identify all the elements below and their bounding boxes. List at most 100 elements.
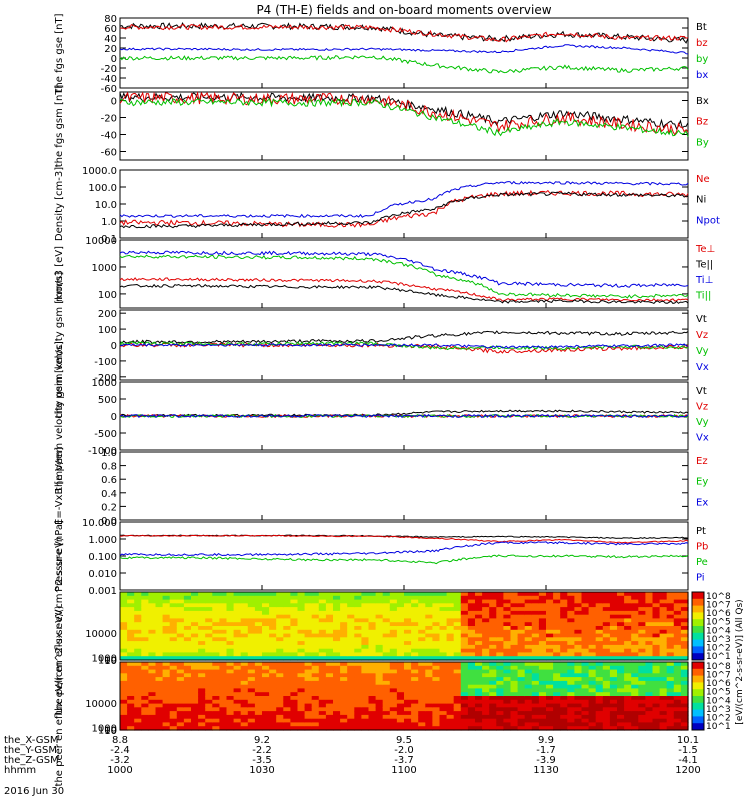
heatmap-cell <box>318 592 327 597</box>
heatmap-cell <box>325 644 334 650</box>
heatmap-cell <box>169 603 178 608</box>
heatmap-cell <box>418 684 426 690</box>
heatmap-cell <box>609 662 618 667</box>
legend-Vt: Vt <box>696 386 707 397</box>
heatmap-cell <box>602 633 611 638</box>
heatmap-cell <box>560 707 568 712</box>
heatmap-cell <box>510 610 519 616</box>
heatmap-cell <box>127 680 135 686</box>
heatmap-cell <box>404 707 412 712</box>
heatmap-cell <box>311 692 320 697</box>
heatmap-cell <box>283 641 291 646</box>
heatmap-cell <box>652 644 661 650</box>
heatmap-cell <box>453 652 462 657</box>
heatmap-cell <box>631 711 639 716</box>
heatmap-cell <box>531 684 540 690</box>
heatmap-cell <box>609 618 618 623</box>
heatmap-cell <box>538 610 547 616</box>
heatmap-cell <box>617 722 625 727</box>
heatmap-cell <box>212 641 220 646</box>
heatmap-cell <box>120 699 128 705</box>
heatmap-cell <box>595 722 604 727</box>
heatmap-cell <box>325 592 334 597</box>
heatmap-cell <box>581 665 590 671</box>
heatmap-cell <box>269 626 277 631</box>
heatmap-cell <box>446 665 455 671</box>
colorbar-tick-label: 10^1 <box>706 652 731 662</box>
heatmap-cell <box>240 633 249 638</box>
heatmap-cell <box>538 648 547 654</box>
heatmap-cell <box>411 699 419 705</box>
heatmap-cell <box>652 648 661 654</box>
heatmap-cell <box>560 665 568 671</box>
heatmap-cell <box>240 652 249 657</box>
heatmap-cell <box>680 629 689 635</box>
heatmap-cell <box>219 595 228 601</box>
heatmap-cell <box>396 618 405 623</box>
heatmap-cell <box>446 688 455 693</box>
heatmap-cell <box>269 677 277 682</box>
heatmap-cell <box>240 688 249 693</box>
heatmap-cell <box>212 603 220 608</box>
heatmap-cell <box>368 665 377 671</box>
heatmap-cell <box>418 637 426 642</box>
heatmap-cell <box>588 644 597 650</box>
heatmap-cell <box>247 673 256 678</box>
heatmap-cell <box>404 618 412 623</box>
heatmap-cell <box>311 618 320 623</box>
heatmap-cell <box>404 662 412 667</box>
heatmap-cell <box>325 637 334 642</box>
heatmap-cell <box>467 618 476 623</box>
heatmap-cell <box>333 662 341 667</box>
heatmap-cell <box>666 703 675 708</box>
heatmap-cell <box>247 629 256 635</box>
heatmap-cell <box>276 696 284 701</box>
heatmap-cell <box>666 711 675 716</box>
heatmap-cell <box>475 680 483 686</box>
heatmap-cell <box>205 692 213 697</box>
heatmap-cell <box>290 607 299 612</box>
heatmap-cell <box>340 622 348 627</box>
heatmap-cell <box>645 614 654 620</box>
heatmap-cell <box>333 677 341 682</box>
heatmap-cell <box>297 614 306 620</box>
heatmap-cell <box>489 629 497 635</box>
heatmap-cell <box>198 595 206 601</box>
heatmap-cell <box>631 699 639 705</box>
heatmap-cell <box>148 699 157 705</box>
heatmap-cell <box>262 677 270 682</box>
heatmap-cell <box>560 595 568 601</box>
heatmap-cell <box>567 718 575 724</box>
heatmap-cell <box>212 726 220 731</box>
heatmap-cell <box>404 714 412 720</box>
heatmap-cell <box>354 680 362 686</box>
heatmap-cell <box>439 711 448 716</box>
heatmap-cell <box>489 592 497 597</box>
heatmap-cell <box>432 610 441 616</box>
heatmap-cell <box>148 722 157 727</box>
heatmap-cell <box>588 711 597 716</box>
heatmap-cell <box>574 622 583 627</box>
heatmap-cell <box>652 607 661 612</box>
heatmap-cell <box>162 595 171 601</box>
heatmap-cell <box>318 603 327 608</box>
heatmap-cell <box>361 711 370 716</box>
heatmap-cell <box>198 680 206 686</box>
heatmap-cell <box>538 684 547 690</box>
heatmap-cell <box>368 648 377 654</box>
heatmap-cell <box>191 637 199 642</box>
series-By <box>119 97 689 137</box>
panel-frame <box>119 239 689 309</box>
heatmap-cell <box>595 637 604 642</box>
heatmap-cell <box>460 648 469 654</box>
heatmap-cell <box>396 665 405 671</box>
heatmap-cell <box>304 696 313 701</box>
heatmap-cell <box>425 684 433 690</box>
heatmap-cell <box>155 629 164 635</box>
heatmap-cell <box>645 637 654 642</box>
heatmap-cell <box>588 629 597 635</box>
heatmap-cell <box>595 677 604 682</box>
heatmap-cell <box>325 626 334 631</box>
heatmap-cell <box>127 714 135 720</box>
heatmap-cell <box>141 696 149 701</box>
